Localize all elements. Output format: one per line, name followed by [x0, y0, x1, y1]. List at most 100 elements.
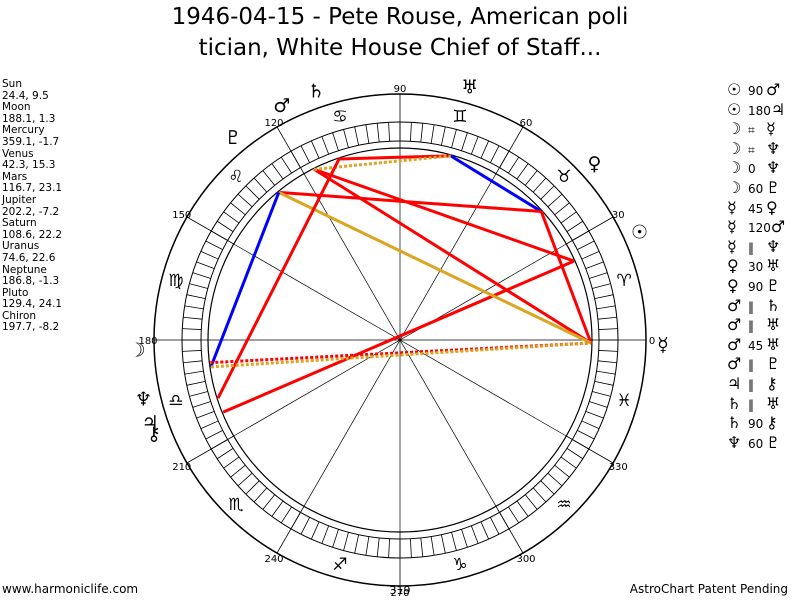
sign-divider	[276, 126, 305, 174]
degree-tick	[230, 202, 246, 216]
degree-tick	[480, 521, 490, 540]
degree-tick	[598, 328, 618, 330]
sign-divider	[566, 216, 614, 245]
aspect-line-mercury-mars	[313, 168, 592, 345]
aspect-planet-2-glyph: ♇	[766, 275, 781, 295]
aspect-line-moon-pluto	[209, 191, 281, 368]
degree-tick	[310, 140, 320, 159]
aspect-planet-2-glyph: ☿	[766, 119, 776, 139]
degree-tick	[489, 145, 500, 163]
aspect-symbol: 90	[748, 417, 764, 432]
degree-tick	[566, 220, 584, 232]
degree-tick	[216, 448, 234, 460]
degree-tick	[365, 536, 370, 556]
degree-tick	[271, 163, 284, 180]
degree-tick	[554, 202, 570, 216]
degree-tick	[532, 177, 547, 193]
aspect-planet-1-glyph: ♆	[727, 432, 742, 452]
sun-glyph: ☉	[631, 221, 648, 243]
degree-tick	[592, 391, 611, 397]
zodiac-libra-glyph: ♎	[168, 391, 183, 411]
title-line-1: 1946-04-15 - Pete Rouse, American poli	[171, 4, 629, 30]
degree-label: 150	[172, 210, 191, 221]
degree-tick	[223, 456, 240, 469]
degree-tick	[196, 410, 215, 419]
degree-tick	[597, 360, 617, 364]
degree-tick	[253, 177, 268, 193]
planet-name-chiron: Chiron	[2, 309, 37, 322]
degree-tick	[451, 129, 457, 148]
aspect-symbol: 60	[748, 436, 764, 451]
degree-tick	[183, 360, 203, 364]
degree-tick	[388, 122, 390, 142]
aspect-planet-2-glyph: ♀	[766, 197, 778, 217]
degree-tick	[245, 185, 260, 200]
degree-tick	[480, 140, 490, 159]
aspect-row: ☿ 45 ♀	[727, 198, 785, 218]
degree-tick	[592, 283, 611, 289]
aspect-row: ☉ 180♃	[727, 100, 785, 120]
zodiac-cancer-glyph: ♋	[332, 107, 347, 127]
planet-coords-chiron: 197.7, -8.2	[2, 321, 60, 334]
degree-tick	[184, 305, 204, 310]
aspect-planet-1-glyph: ♄	[727, 393, 742, 413]
degree-tick	[547, 193, 563, 208]
degree-tick	[216, 220, 234, 232]
aspect-row: ♂ ‖ ♅	[727, 315, 785, 335]
aspect-symbol: 180	[748, 103, 771, 118]
degree-tick	[343, 129, 349, 148]
degree-tick	[262, 170, 276, 186]
degree-label: 90	[394, 84, 407, 95]
degree-tick	[508, 506, 520, 524]
planet-name-saturn: Saturn	[2, 217, 37, 230]
aspect-row: ♃ ‖ ⚷	[727, 374, 785, 394]
degree-tick	[430, 124, 435, 144]
planet-name-venus: Venus	[2, 147, 34, 160]
jupiter-glyph: ♃	[142, 412, 159, 434]
aspect-planet-1-glyph: ☽	[727, 138, 742, 158]
degree-tick	[470, 525, 479, 544]
aspect-planet-1-glyph: ♂	[727, 295, 742, 315]
aspect-row: ♂ 45 ♅	[727, 335, 785, 355]
planet-name-pluto: Pluto	[2, 286, 29, 299]
aspect-row: ☽ ⌗ ♆	[727, 139, 785, 159]
uranus-glyph: ♅	[461, 76, 478, 98]
degree-tick	[321, 525, 330, 544]
aspect-line-neptune-mercury	[210, 341, 592, 365]
degree-tick	[430, 536, 435, 556]
degree-tick	[516, 500, 529, 517]
degree-tick	[440, 534, 446, 554]
planet-coords-saturn: 108.6, 22.2	[2, 228, 63, 241]
aspect-planet-2-glyph: ♂	[770, 217, 786, 237]
aspect-planet-2-glyph: ♇	[766, 354, 781, 374]
degree-tick	[585, 261, 604, 270]
degree-label: 0	[649, 336, 655, 347]
degree-tick	[230, 464, 246, 478]
zodiac-capricorn-glyph: ♑	[452, 555, 467, 575]
aspect-row: ♀ 90 ♇	[727, 276, 785, 296]
aspect-symbol: 45	[748, 338, 764, 353]
aspect-symbol: 30	[748, 260, 764, 275]
sign-divider	[495, 126, 524, 174]
degree-tick	[183, 316, 203, 320]
degree-tick	[589, 272, 608, 279]
aspect-planet-2-glyph: ♆	[766, 236, 781, 256]
aspect-symbol: 90	[748, 279, 764, 294]
degree-tick	[223, 211, 240, 224]
aspect-line-mars-uranus	[314, 154, 451, 171]
degree-tick	[440, 126, 446, 146]
aspect-planet-2-glyph: ♅	[766, 256, 781, 276]
aspect-row: ☿ ‖ ♆	[727, 237, 785, 257]
degree-tick	[594, 294, 614, 300]
aspect-line-moon-mercury	[210, 341, 592, 369]
aspect-symbol: ‖	[748, 358, 754, 373]
planet-name-moon: Moon	[2, 101, 31, 114]
degree-label: 210	[172, 462, 191, 473]
degree-tick	[420, 123, 424, 143]
planet-coords-mercury: 359.1, -1.7	[2, 135, 60, 148]
zodiac-virgo-glyph: ♍	[168, 271, 183, 291]
degree-tick	[410, 122, 412, 142]
aspect-symbol: ‖	[748, 377, 754, 392]
degree-tick	[354, 126, 360, 146]
degree-tick	[560, 211, 577, 224]
